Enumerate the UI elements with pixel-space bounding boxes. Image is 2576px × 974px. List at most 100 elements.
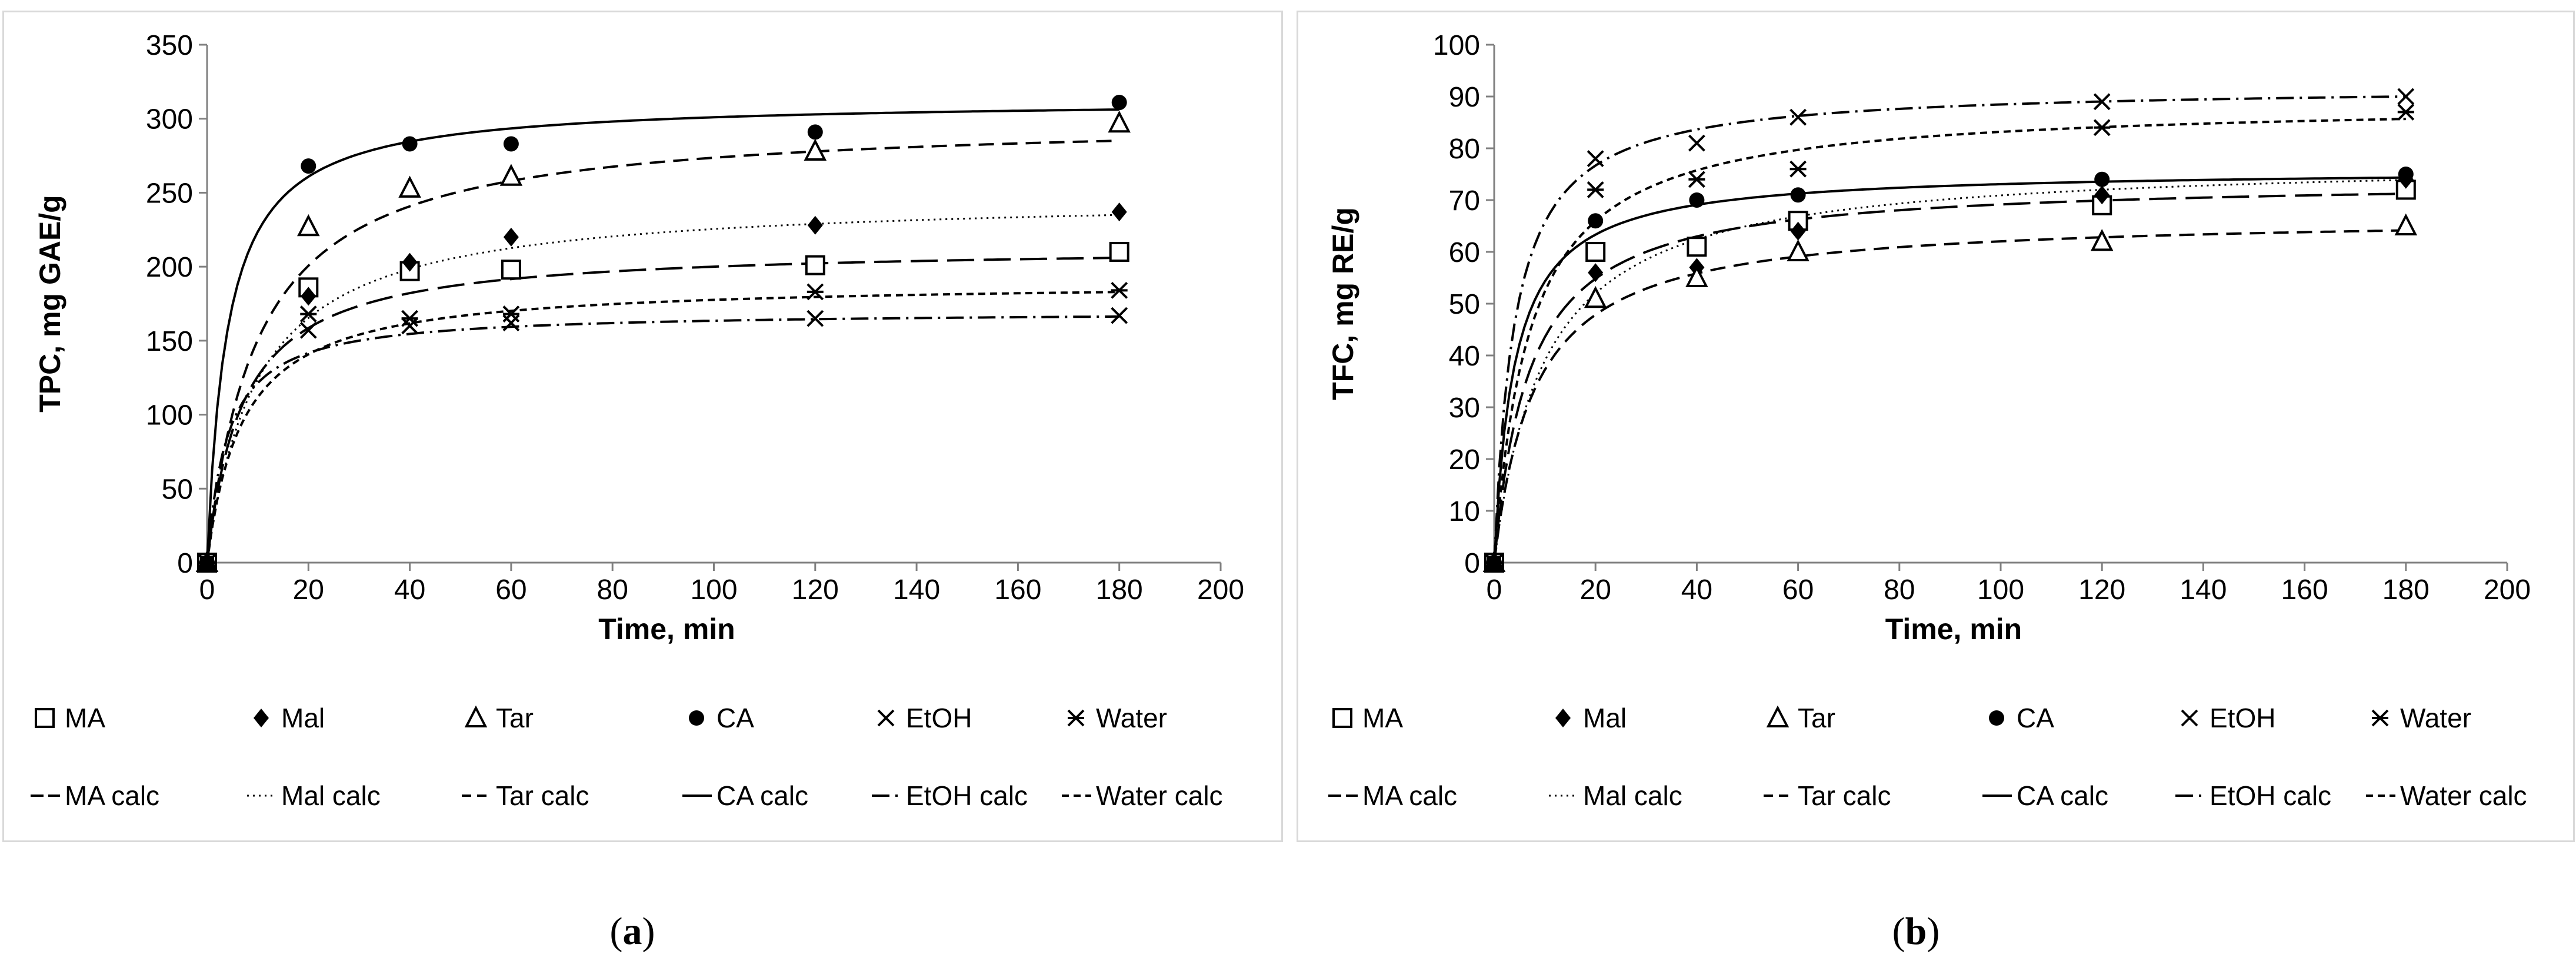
y-tick-label: 30 bbox=[1449, 393, 1480, 424]
point-etoh bbox=[502, 314, 520, 332]
point-ca bbox=[807, 124, 823, 140]
legend-marker-water bbox=[2371, 709, 2389, 727]
legend-label-water: Water bbox=[1096, 703, 1167, 733]
point-tar bbox=[297, 214, 320, 237]
series-water bbox=[198, 281, 1128, 571]
y-axis-title: TPC, mg GAE/g bbox=[34, 195, 66, 412]
legend-label-mal: Mal bbox=[1583, 703, 1627, 733]
point-etoh bbox=[299, 321, 317, 339]
fit-line-mal-calc bbox=[1493, 179, 2406, 563]
x-tick-label: 120 bbox=[792, 574, 839, 606]
point-water bbox=[807, 283, 824, 301]
point-water bbox=[502, 305, 520, 323]
legend-marker-mal bbox=[1555, 709, 1571, 727]
point-water bbox=[1789, 160, 1807, 178]
legend-label-ca: CA bbox=[2017, 703, 2054, 733]
legend-marker-mal bbox=[254, 709, 269, 727]
series-etoh bbox=[198, 307, 1128, 571]
x-tick-label: 200 bbox=[1197, 574, 1244, 606]
legend-label-water-calc: Water calc bbox=[1096, 780, 1223, 811]
legend-label-etoh: EtOH bbox=[2210, 703, 2275, 733]
fit-line-etoh-calc bbox=[1493, 95, 2406, 563]
x-tick-label: 160 bbox=[994, 574, 1041, 606]
legend-marker-ca bbox=[689, 710, 704, 726]
y-tick-label: 50 bbox=[1449, 289, 1480, 320]
fit-line-ca-calc bbox=[206, 108, 1119, 563]
x-tick-label: 100 bbox=[690, 574, 737, 606]
y-tick-label: 100 bbox=[146, 400, 193, 431]
series-ca bbox=[1487, 167, 2414, 570]
legend-label-water-calc: Water calc bbox=[2400, 780, 2527, 811]
point-etoh bbox=[1111, 307, 1128, 324]
origin-marker bbox=[200, 556, 214, 570]
legend-label-water: Water bbox=[2400, 703, 2471, 733]
point-etoh bbox=[1688, 134, 1705, 152]
point-etoh bbox=[2397, 88, 2415, 105]
point-tar bbox=[398, 175, 421, 198]
legend-label-ca-calc: CA calc bbox=[2017, 780, 2108, 811]
point-ca bbox=[301, 158, 316, 174]
y-tick-label: 300 bbox=[146, 104, 193, 135]
x-tick-label: 180 bbox=[1096, 574, 1143, 606]
legend-label-ca: CA bbox=[717, 703, 754, 733]
point-water bbox=[2093, 119, 2111, 137]
legend-marker-tar bbox=[464, 705, 488, 727]
y-tick-label: 150 bbox=[146, 326, 193, 357]
point-etoh bbox=[1587, 150, 1604, 168]
point-ca bbox=[1790, 187, 1806, 203]
point-ca bbox=[1588, 213, 1604, 229]
series-ma bbox=[1484, 179, 2416, 573]
point-ma bbox=[1585, 242, 1606, 262]
series-water bbox=[1485, 103, 2415, 571]
x-tick-label: 40 bbox=[1681, 574, 1712, 606]
legend-label-tar-calc: Tar calc bbox=[496, 780, 589, 811]
point-mal bbox=[503, 227, 519, 247]
point-ca bbox=[1111, 95, 1127, 111]
y-tick-label: 70 bbox=[1449, 185, 1480, 217]
x-axis-title: Time, min bbox=[598, 613, 735, 646]
legend-label-etoh: EtOH bbox=[906, 703, 972, 733]
y-tick-label: 250 bbox=[146, 178, 193, 209]
fit-line-tar-calc bbox=[206, 139, 1119, 563]
fit-line-ma-calc bbox=[206, 257, 1119, 563]
series-ca bbox=[199, 95, 1127, 570]
point-ma bbox=[805, 255, 825, 275]
legend-marker-ma bbox=[35, 708, 55, 728]
x-tick-label: 40 bbox=[394, 574, 425, 606]
x-tick-label: 200 bbox=[2484, 574, 2531, 606]
point-mal bbox=[301, 287, 316, 306]
point-water bbox=[1111, 281, 1128, 299]
y-tick-label: 60 bbox=[1449, 237, 1480, 268]
panel-label-b: (b) bbox=[1892, 910, 1940, 953]
fit-line-water-calc bbox=[206, 291, 1119, 563]
x-tick-label: 100 bbox=[1977, 574, 2024, 606]
fit-line-ca-calc bbox=[1493, 176, 2406, 563]
origin-marker bbox=[1487, 556, 1501, 570]
legend-label-mal-calc: Mal calc bbox=[281, 780, 381, 811]
panel-label-a: (a) bbox=[609, 910, 655, 953]
point-ca bbox=[1689, 192, 1705, 208]
point-tar bbox=[1787, 239, 1809, 261]
point-etoh bbox=[401, 317, 419, 335]
point-water bbox=[401, 310, 419, 327]
point-etoh bbox=[807, 310, 824, 327]
point-tar bbox=[1584, 285, 1607, 308]
legend-label-ma: MA bbox=[65, 703, 105, 733]
point-tar bbox=[2090, 229, 2114, 251]
y-axis-title: TFC, mg RE/g bbox=[1327, 207, 1359, 400]
y-tick-label: 20 bbox=[1449, 444, 1480, 476]
x-tick-label: 20 bbox=[1580, 574, 1611, 606]
point-ca bbox=[2398, 167, 2414, 182]
fit-line-etoh-calc bbox=[206, 315, 1119, 563]
fit-line-mal-calc bbox=[206, 214, 1119, 563]
chart-panel-a: 0 50 100 150 200 250 300 350 0 20 40 60 80 100 120 140 1… bbox=[31, 30, 1244, 811]
x-tick-label: 60 bbox=[1782, 574, 1814, 606]
y-tick-label: 350 bbox=[146, 30, 193, 61]
y-tick-label: 90 bbox=[1449, 82, 1480, 113]
legend-label-ca-calc: CA calc bbox=[717, 780, 808, 811]
legend-label-tar-calc: Tar calc bbox=[1798, 780, 1891, 811]
legend-label-ma-calc: MA calc bbox=[1362, 780, 1457, 811]
legend-marker-tar bbox=[1766, 705, 1789, 727]
series-tar bbox=[1482, 213, 2418, 572]
point-ma bbox=[501, 260, 521, 280]
